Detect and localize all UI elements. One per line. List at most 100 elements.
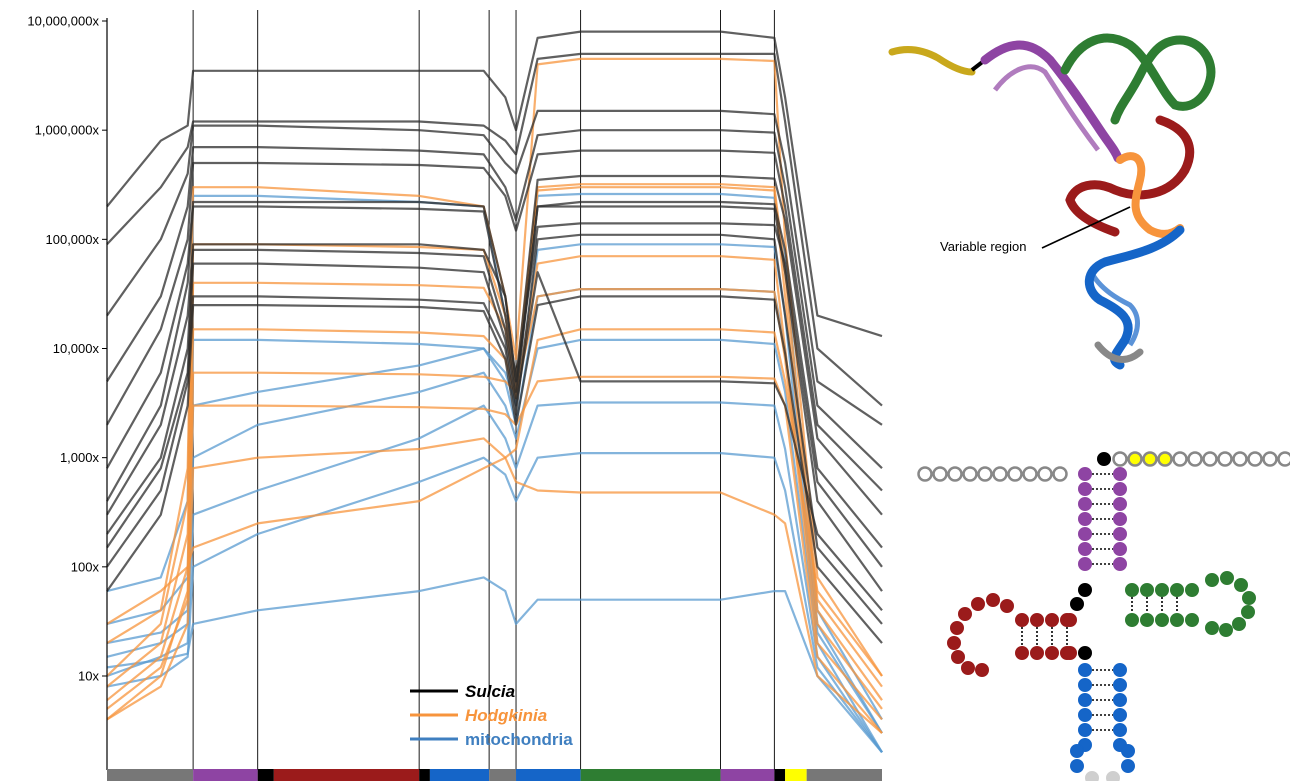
anticodon-stem-nt-93: [1113, 663, 1127, 677]
d-loop-nt-63: [958, 607, 972, 621]
acceptor-nt-41: [1078, 557, 1092, 571]
acceptor-nt-26: [1078, 482, 1092, 496]
series-line-sulcia-4: [106, 149, 883, 492]
t-stem-nt-83: [1185, 613, 1199, 627]
y-tick-label-3: 10,000x: [53, 341, 100, 356]
y-tick-label-6: 10,000,000x: [27, 14, 99, 29]
d-stem-nt-47: [1015, 646, 1029, 660]
d-loop-nt-66: [951, 650, 965, 664]
t-stem-nt-74: [1140, 613, 1154, 627]
t-loop-nt-87: [1242, 591, 1256, 605]
leader-nt-7: [1022, 466, 1038, 482]
acceptor-nt-29: [1078, 497, 1092, 511]
series-line-hodgkinia-7: [106, 328, 883, 677]
trailer-nt-19: [1247, 451, 1263, 467]
acceptor-nt-30: [1113, 497, 1127, 511]
series-line-sulcia-7: [106, 222, 883, 568]
leader-nt-0: [917, 466, 933, 482]
trna-3d-acceptor-stem: [980, 40, 1123, 163]
acceptor-nt-42: [1113, 557, 1127, 571]
series-line-sulcia-9: [106, 262, 883, 612]
series-line-sulcia-6: [106, 200, 883, 549]
d-loop-nt-67: [961, 661, 975, 675]
anticodon-nt-113: [1085, 771, 1099, 781]
trailer-nt-14: [1172, 451, 1188, 467]
legend: Sulcia Hodgkinia mitochondria: [410, 682, 573, 749]
t-stem-nt-71: [1125, 613, 1139, 627]
series-line-sulcia-0: [106, 30, 883, 338]
leader-nt-5: [992, 466, 1008, 482]
acceptor-nt-38: [1078, 542, 1092, 556]
cca-nt-11: [1127, 451, 1143, 467]
trna-3d-d-arm: [1065, 115, 1195, 237]
anticodon-stem-nt-98: [1078, 693, 1092, 707]
trailer-nt-18: [1232, 451, 1248, 467]
trna-3d-anticodon-stem: [1084, 225, 1185, 370]
anticodon-loop-nt-112: [1121, 759, 1135, 773]
t-loop-nt-90: [1219, 623, 1233, 637]
acceptor-nt-35: [1078, 527, 1092, 541]
trailer-nt-10: [1112, 451, 1128, 467]
d-stem-nt-50: [1030, 646, 1044, 660]
region-bar-segment-11: [785, 769, 807, 781]
region-bar-segment-6: [489, 769, 517, 781]
acceptor-nt-23: [1078, 467, 1092, 481]
d-loop-nt-68: [975, 663, 989, 677]
t-stem-nt-77: [1155, 613, 1169, 627]
t-loop-nt-91: [1205, 621, 1219, 635]
region-bar-segment-12: [806, 769, 882, 781]
variable-region-label: Variable region: [940, 239, 1026, 254]
trailer-nt-20: [1262, 451, 1278, 467]
series-line-hodgkinia-5: [106, 375, 883, 734]
t-stem-nt-73: [1140, 583, 1154, 597]
d-loop-nt-64: [950, 621, 964, 635]
d-stem-nt-53: [1045, 646, 1059, 660]
y-tick-label-1: 100x: [71, 559, 100, 574]
anticodon-stem-nt-95: [1078, 678, 1092, 692]
linker-nt-44: [1078, 583, 1092, 597]
cca-nt-13: [1157, 451, 1173, 467]
trna-3d-t-arm: [1060, 33, 1216, 125]
region-bar-segment-4: [419, 769, 430, 781]
region-bar-segment-1: [193, 769, 258, 781]
region-bar-segment-3: [273, 769, 420, 781]
trna-3d-variable-loop: [1116, 152, 1184, 238]
anticodon-loop-nt-110: [1070, 759, 1084, 773]
acceptor-nt-36: [1113, 527, 1127, 541]
anticodon-stem-nt-92: [1078, 663, 1092, 677]
d-stem-nt-59: [1063, 646, 1077, 660]
series-line-mitochondria-6: [106, 576, 883, 754]
series-line-sulcia-2: [106, 109, 883, 426]
anticodon-stem-nt-102: [1113, 708, 1127, 722]
t-loop-nt-86: [1234, 578, 1248, 592]
d-stem-nt-58: [1063, 613, 1077, 627]
trailer-nt-17: [1217, 451, 1233, 467]
region-bar-segment-9: [720, 769, 775, 781]
d-loop-nt-62: [971, 597, 985, 611]
t-loop-nt-84: [1205, 573, 1219, 587]
y-tick-label-0: 10x: [78, 669, 99, 684]
anticodon-stem-nt-96: [1113, 678, 1127, 692]
discriminator-nt-22: [1097, 452, 1111, 466]
anticodon-stem-nt-99: [1113, 693, 1127, 707]
series-line-sulcia-1: [106, 52, 883, 407]
series-line-hodgkinia-6: [106, 437, 883, 734]
d-stem-nt-49: [1030, 613, 1044, 627]
t-loop-nt-89: [1232, 617, 1246, 631]
region-bar-segment-7: [516, 769, 581, 781]
d-stem-nt-52: [1045, 613, 1059, 627]
series-line-sulcia-3: [106, 129, 883, 469]
trailer-nt-16: [1202, 451, 1218, 467]
region-boundaries: [192, 10, 775, 770]
y-tick-label-2: 1,000x: [60, 450, 100, 465]
trna-3d-acceptor-strand: [993, 64, 1100, 152]
t-stem-nt-79: [1170, 583, 1184, 597]
region-bar-segment-8: [580, 769, 721, 781]
leader-nt-9: [1052, 466, 1068, 482]
d-loop-nt-60: [1000, 599, 1014, 613]
region-bar-segment-10: [774, 769, 786, 781]
legend-label-sulcia: Sulcia: [465, 682, 515, 701]
y-tick-label-4: 100,000x: [46, 232, 100, 247]
anticodon-loop-nt-111: [1121, 744, 1135, 758]
legend-label-hodgkinia: Hodgkinia: [465, 706, 547, 725]
